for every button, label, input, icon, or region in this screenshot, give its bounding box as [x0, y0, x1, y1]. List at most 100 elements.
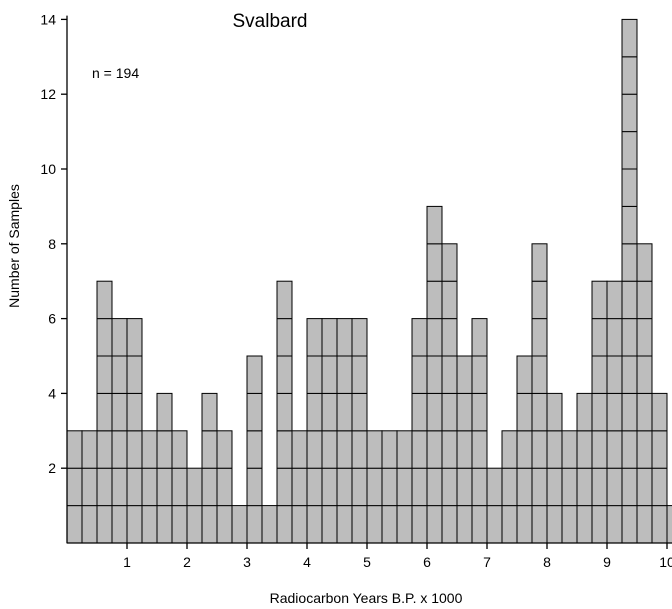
histogram-sample-cell	[276, 392, 293, 432]
histogram-sample-cell	[591, 355, 608, 394]
histogram-sample-cell	[171, 467, 188, 507]
histogram-sample-cell	[276, 430, 293, 469]
histogram-sample-cell	[426, 355, 443, 394]
histogram-sample-cell	[606, 280, 623, 320]
histogram-sample-cell	[651, 392, 668, 432]
histogram-sample-cell	[621, 280, 638, 320]
histogram-sample-cell	[66, 505, 83, 544]
histogram-sample-cell	[111, 318, 128, 357]
histogram-sample-cell	[351, 505, 368, 544]
histogram-sample-cell	[621, 318, 638, 357]
histogram-sample-cell	[411, 318, 428, 357]
histogram-sample-cell	[501, 505, 518, 544]
histogram-sample-cell	[636, 318, 653, 357]
histogram-sample-cell	[591, 505, 608, 544]
histogram-sample-cell	[246, 392, 263, 432]
x-tick-label: 6	[423, 554, 431, 570]
histogram-sample-cell	[351, 318, 368, 357]
histogram-sample-cell	[606, 467, 623, 507]
histogram-sample-cell	[441, 430, 458, 469]
histogram-sample-cell	[201, 430, 218, 469]
histogram-sample-cell	[216, 430, 233, 469]
histogram-sample-cell	[156, 505, 173, 544]
histogram-sample-cell	[621, 205, 638, 245]
histogram-sample-cell	[471, 318, 488, 357]
histogram-sample-cell	[621, 243, 638, 282]
histogram-sample-cell	[486, 467, 503, 507]
histogram-sample-cell	[636, 467, 653, 507]
x-tick-label: 2	[183, 554, 191, 570]
histogram-sample-cell	[381, 467, 398, 507]
histogram-sample-cell	[126, 355, 143, 394]
x-axis-label: Radiocarbon Years B.P. x 1000	[270, 590, 463, 606]
histogram-sample-cell	[81, 430, 98, 469]
histogram-sample-cell	[351, 392, 368, 432]
histogram-sample-cell	[96, 392, 113, 432]
x-tick-label: 8	[543, 554, 551, 570]
histogram-sample-cell	[546, 467, 563, 507]
histogram-sample-cell	[651, 505, 668, 544]
histogram-sample-cell	[276, 280, 293, 320]
histogram-sample-cell	[456, 392, 473, 432]
histogram-sample-cell	[306, 467, 323, 507]
histogram-sample-cell	[621, 168, 638, 207]
histogram-sample-cell	[666, 505, 672, 544]
histogram-sample-cell	[471, 355, 488, 394]
histogram-sample-cell	[531, 280, 548, 320]
histogram-sample-cell	[456, 467, 473, 507]
histogram-sample-cell	[396, 467, 413, 507]
histogram-sample-cell	[651, 430, 668, 469]
histogram-sample-cell	[276, 355, 293, 394]
histogram-sample-cell	[426, 505, 443, 544]
histogram-sample-cell	[96, 318, 113, 357]
histogram-sample-cell	[276, 467, 293, 507]
histogram-sample-cell	[96, 355, 113, 394]
histogram-sample-cell	[591, 467, 608, 507]
histogram-sample-cell	[441, 505, 458, 544]
histogram-sample-cell	[66, 430, 83, 469]
x-tick-label: 9	[603, 554, 611, 570]
histogram-sample-cell	[216, 467, 233, 507]
histogram-sample-cell	[96, 505, 113, 544]
histogram-sample-cell	[531, 467, 548, 507]
histogram-sample-cell	[126, 430, 143, 469]
histogram-sample-cell	[516, 355, 533, 394]
histogram-sample-cell	[441, 392, 458, 432]
histogram-sample-cell	[561, 430, 578, 469]
histogram-sample-cell	[381, 505, 398, 544]
histogram-sample-cell	[531, 243, 548, 282]
histogram-sample-cell	[126, 318, 143, 357]
histogram-sample-cell	[426, 430, 443, 469]
histogram-sample-cell	[396, 505, 413, 544]
histogram-sample-cell	[231, 505, 248, 544]
bars-group	[66, 18, 672, 544]
histogram-sample-cell	[126, 505, 143, 544]
histogram-sample-cell	[591, 318, 608, 357]
histogram-sample-cell	[306, 318, 323, 357]
histogram-sample-cell	[351, 467, 368, 507]
histogram-sample-cell	[321, 505, 338, 544]
histogram-sample-cell	[366, 467, 383, 507]
histogram-sample-cell	[111, 430, 128, 469]
histogram-sample-cell	[366, 430, 383, 469]
histogram-sample-cell	[516, 392, 533, 432]
histogram-sample-cell	[501, 430, 518, 469]
histogram-sample-cell	[606, 318, 623, 357]
histogram-sample-cell	[306, 430, 323, 469]
histogram-sample-cell	[621, 18, 638, 58]
histogram-sample-cell	[606, 430, 623, 469]
histogram-sample-cell	[336, 430, 353, 469]
histogram-sample-cell	[426, 318, 443, 357]
histogram-sample-cell	[441, 318, 458, 357]
histogram-sample-cell	[591, 280, 608, 320]
histogram-sample-cell	[486, 505, 503, 544]
histogram-sample-cell	[396, 430, 413, 469]
histogram-sample-cell	[636, 243, 653, 282]
histogram-sample-cell	[321, 318, 338, 357]
histogram-sample-cell	[576, 392, 593, 432]
histogram-sample-cell	[96, 280, 113, 320]
histogram-sample-cell	[291, 430, 308, 469]
histogram-sample-cell	[141, 430, 158, 469]
histogram-sample-cell	[306, 392, 323, 432]
